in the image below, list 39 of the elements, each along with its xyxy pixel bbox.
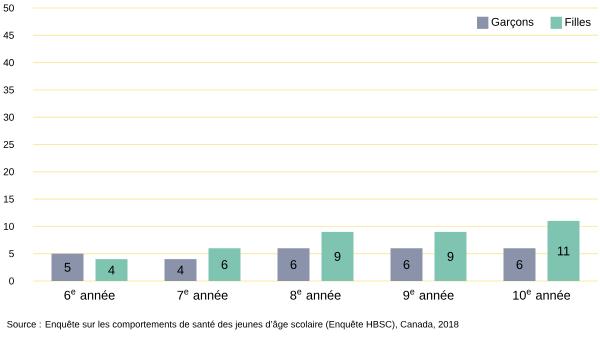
data-label: 4 xyxy=(108,266,115,274)
y-tick-label: 50 xyxy=(4,4,14,12)
data-label: 5 xyxy=(64,262,71,272)
bar xyxy=(208,248,240,281)
y-tick-label: 45 xyxy=(3,32,14,39)
data-label: 4 xyxy=(177,266,184,274)
x-tick-label: 8$^{e}$ année xyxy=(290,290,341,300)
legend-label: Filles xyxy=(566,18,591,26)
bar xyxy=(164,259,197,281)
bar xyxy=(96,259,128,281)
data-label: 6 xyxy=(290,260,296,270)
y-tick-label: 10 xyxy=(4,222,14,230)
bar xyxy=(434,232,466,281)
y-tick-label: 35 xyxy=(4,86,14,94)
y-tick-label: 15 xyxy=(4,196,14,203)
y-tick-label: 40 xyxy=(3,59,14,66)
x-tick-label: 6$^{e}$ année xyxy=(64,290,115,300)
x-tick-label: 10$^{e}$ année xyxy=(513,290,570,300)
source-note: Source : Enquête sur les comportements de santé des jeunes d’âge scolaire (Enquête HBSC), Canada, 2018 xyxy=(7,320,458,330)
bar xyxy=(547,220,580,281)
x-tick-label: 9$^{e}$ année xyxy=(403,290,454,300)
y-tick-label: 30 xyxy=(4,114,14,121)
x-tick-label: 7$^{e}$ année xyxy=(177,290,228,300)
data-label: 6 xyxy=(404,260,410,270)
y-tick-label: 5 xyxy=(9,250,14,258)
bar xyxy=(390,248,422,281)
bar xyxy=(321,232,354,281)
data-label: 11 xyxy=(558,246,570,256)
bar xyxy=(278,248,310,281)
legend-label: Garçons xyxy=(492,18,534,28)
data-label: 9 xyxy=(334,252,340,261)
bar xyxy=(52,254,84,281)
y-tick-label: 20 xyxy=(4,168,14,176)
data-label: 6 xyxy=(516,260,522,270)
data-label: 6 xyxy=(222,260,228,270)
y-tick-label: 25 xyxy=(4,140,14,148)
bar xyxy=(503,248,536,281)
y-tick-label: 0 xyxy=(9,277,14,285)
data-label: 9 xyxy=(448,252,454,261)
